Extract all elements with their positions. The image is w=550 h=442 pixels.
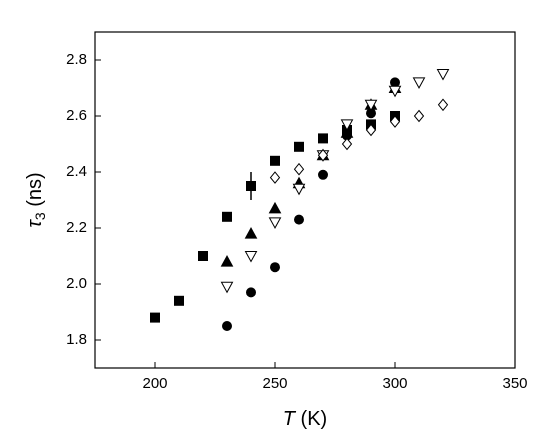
y-tick-label: 2.6	[66, 107, 87, 124]
point	[222, 321, 232, 331]
point	[412, 77, 426, 89]
point	[294, 141, 304, 152]
x-tick-label: 300	[382, 375, 407, 392]
point	[436, 69, 450, 81]
point	[294, 214, 304, 225]
point	[293, 162, 305, 176]
point	[318, 133, 328, 144]
x-tick-label: 350	[502, 375, 527, 392]
point	[269, 171, 281, 184]
point	[340, 126, 354, 138]
y-tick-label: 2.0	[66, 275, 87, 292]
x-label-symbol: T	[283, 408, 297, 430]
y-label-symbol: τ	[24, 219, 46, 228]
point	[150, 312, 160, 323]
point	[364, 99, 378, 112]
x-tick-label: 200	[142, 375, 167, 392]
y-tick-label: 2.4	[66, 163, 87, 180]
point	[198, 251, 208, 261]
point	[292, 183, 306, 196]
point	[389, 115, 401, 128]
point	[222, 211, 232, 222]
point	[174, 295, 184, 306]
y-tick-label: 2.8	[66, 51, 87, 68]
y-label-subscript: 3	[32, 212, 48, 220]
point	[268, 201, 282, 214]
y-tick-label: 2.2	[66, 219, 87, 236]
point	[388, 85, 402, 98]
point	[246, 287, 256, 298]
point	[341, 137, 353, 151]
x-label-unit: (K)	[301, 408, 328, 430]
y-axis-label: τ3 (ns)	[24, 172, 51, 227]
x-tick-label: 250	[262, 375, 287, 392]
point	[244, 227, 258, 239]
point	[365, 123, 377, 137]
x-axis-label: T (K)	[283, 408, 327, 430]
point	[244, 251, 258, 263]
point	[270, 155, 280, 166]
point	[413, 109, 425, 123]
point	[220, 255, 234, 267]
plot-frame	[94, 31, 516, 369]
point	[268, 217, 282, 229]
y-label-unit: (ns)	[24, 172, 46, 206]
point	[270, 262, 280, 273]
point	[246, 181, 256, 191]
point	[340, 119, 354, 131]
y-tick-label: 1.8	[66, 331, 87, 348]
point	[437, 98, 449, 112]
point	[317, 148, 329, 162]
point	[318, 169, 328, 180]
point	[220, 281, 234, 294]
